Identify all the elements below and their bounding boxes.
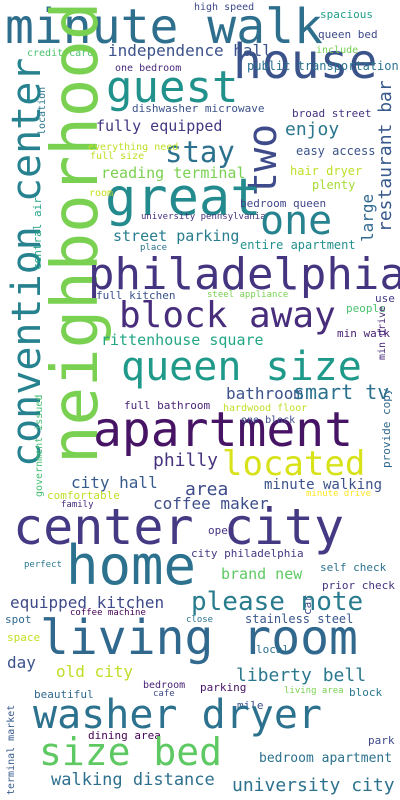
word-day: day: [7, 653, 36, 672]
word-full-kitchen: full kitchen: [96, 289, 176, 302]
word-street-parking: street parking: [113, 227, 240, 245]
word-living-area: living area: [284, 686, 344, 696]
word-bathroom: bathroom: [226, 384, 304, 403]
word-include: include: [316, 45, 359, 56]
word-entire-apartment: entire apartment: [240, 238, 356, 252]
word-place: place: [140, 243, 168, 253]
word-home: home: [66, 534, 197, 597]
word-neighborhood: neighborhood: [39, 1, 113, 464]
word-dishwasher-microwave: dishwasher microwave: [132, 102, 265, 115]
word-size-bed: size bed: [39, 730, 223, 774]
word-stay: stay: [165, 135, 235, 169]
word-use: use: [375, 292, 395, 305]
word-full-size: full size: [90, 151, 145, 162]
word-spacious: spacious: [320, 8, 373, 21]
word-cafe: cafe: [153, 689, 175, 699]
word-philadelphia: philadelphia: [88, 249, 400, 300]
word-one: one: [260, 198, 333, 244]
word-walking-distance: walking distance: [51, 770, 215, 790]
word-easy-access: easy access: [296, 144, 376, 158]
word-one-block: one block: [241, 415, 296, 426]
word-self-check: self check: [320, 561, 387, 574]
word-hair-dryer: hair dryer: [290, 164, 363, 178]
word-min-walk: min walk: [337, 327, 390, 340]
word-beautiful: beautiful: [34, 688, 94, 701]
word-prior-check: prior check: [322, 579, 395, 592]
word-enjoy: enjoy: [285, 119, 340, 140]
word-coffee-maker: coffee maker: [153, 494, 269, 513]
word-rittenhouse-square: rittenhouse square: [101, 331, 264, 349]
word-minute-walking: minute walking: [264, 477, 383, 493]
word-smart-tv: smart tv: [293, 380, 390, 404]
word-space: space: [7, 631, 41, 644]
word-central-air: central air: [31, 197, 44, 270]
word-minute-drive: minute drive: [306, 489, 372, 499]
word-center-city: center city: [13, 498, 345, 556]
word-bedroom-apartment: bedroom apartment: [259, 751, 393, 766]
word-high-speed: high speed: [194, 2, 255, 13]
word-provide-copy: provide copy: [380, 388, 393, 468]
word-location: location: [37, 86, 48, 135]
word-local: local: [256, 643, 290, 656]
word-everything-need: everything need: [88, 142, 179, 153]
word-university-city: university city: [232, 775, 395, 796]
word-stainless-steel: stainless steel: [245, 612, 354, 626]
word-queen-bed: queen bed: [318, 28, 378, 41]
word-please-note: please note: [191, 587, 364, 617]
word-equipped-kitchen: equipped kitchen: [10, 593, 165, 612]
word-block-away: block away: [119, 295, 336, 336]
word-broad-street: broad street: [292, 107, 372, 120]
word-brand-new: brand new: [221, 565, 303, 583]
word-fully-equipped: fully equipped: [96, 117, 223, 135]
word-queen-size: queen size: [121, 344, 362, 390]
word-steel-appliance: steel appliance: [207, 290, 289, 300]
word-family: family: [61, 500, 94, 510]
word-located: located: [222, 444, 366, 484]
word-guest: guest: [106, 62, 239, 113]
word-bedroom-queen: bedroom queen: [240, 197, 327, 210]
word-room: room: [89, 188, 114, 199]
word-city-hall: city hall: [71, 473, 158, 492]
word-philly: philly: [153, 450, 219, 471]
word-comfortable: comfortable: [47, 489, 120, 502]
word-dining-area: dining area: [88, 729, 161, 742]
word-mile: mile: [237, 699, 264, 712]
word-terminal-market: terminal market: [6, 704, 17, 795]
word-bedroom: bedroom: [143, 680, 186, 691]
word-independence-hall: independence hall: [108, 41, 272, 60]
word-government-issued: government issued: [34, 394, 45, 497]
word-block: block: [349, 686, 383, 699]
word-washer-dryer: washer dryer: [33, 692, 322, 738]
word-close: close: [186, 615, 214, 625]
word-credit-card: credit card: [27, 48, 94, 59]
word-parking: parking: [200, 681, 247, 694]
word-liberty-bell: liberty bell: [236, 665, 367, 686]
word-large: large: [358, 193, 377, 242]
word-open: open: [208, 524, 235, 537]
word-hardwood-floor: hardwood floor: [223, 403, 308, 414]
word-people: people: [346, 302, 386, 315]
word-apartment: apartment: [93, 402, 354, 458]
word-park: park: [368, 734, 395, 747]
word-restaurant-bar: restaurant bar: [375, 80, 396, 232]
word-plenty: plenty: [312, 178, 356, 192]
word-area: area: [185, 479, 229, 500]
word-perfect: perfect: [24, 560, 62, 570]
word-min-drive: min drive: [377, 305, 388, 360]
word-reading-terminal: reading terminal: [101, 164, 246, 182]
word-living-room: living room: [40, 610, 358, 666]
word-university-pennsylvania: university pennsylvania: [141, 212, 266, 222]
word-full-bathroom: full bathroom: [124, 399, 211, 412]
word-one-bedroom: one bedroom: [115, 63, 182, 74]
word-minute-walk: minute walk: [5, 0, 323, 55]
word-great: great: [105, 168, 262, 228]
word-old-city: old city: [56, 662, 134, 681]
word-house: house: [233, 34, 378, 90]
word-public-transportation: public transportation: [247, 59, 399, 73]
word-city-philadelphia: city philadelphia: [191, 547, 304, 560]
word-spot: spot: [5, 613, 32, 626]
word-coffee-machine: coffee machine: [70, 608, 146, 618]
